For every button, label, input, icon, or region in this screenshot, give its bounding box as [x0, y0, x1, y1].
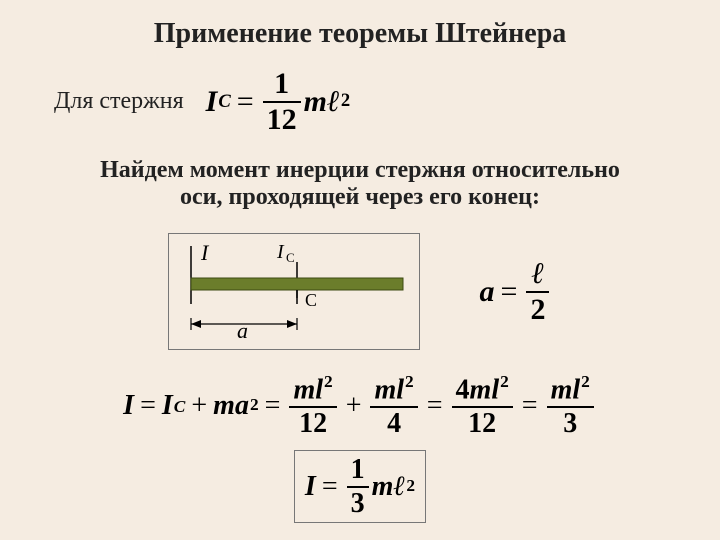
- diagram-label-C: C: [305, 290, 317, 310]
- frac-1-12: 1 12: [263, 68, 301, 135]
- slide-page: Применение теоремы Штейнера Для стержня …: [0, 0, 720, 540]
- d12: 12: [295, 409, 331, 438]
- n-4ml2: 4ml2: [452, 374, 513, 405]
- sym-m: m: [304, 85, 327, 119]
- frac-ml2-4: ml2 4: [370, 374, 417, 438]
- diagram-label-IC-C: C: [286, 250, 295, 265]
- final-result-row: I = 1 3 mℓ2: [28, 450, 692, 523]
- op-eq-a: =: [501, 275, 518, 309]
- sym-ell: ℓ: [327, 85, 340, 119]
- n-ml2-c: ml2: [547, 374, 594, 405]
- nm2: m: [374, 374, 396, 405]
- c-plus2: +: [346, 390, 362, 422]
- f-I: I: [305, 471, 316, 503]
- d4: 4: [383, 409, 405, 438]
- sym-a: a: [480, 275, 495, 309]
- ns4: 2: [581, 372, 590, 391]
- c-a-sq: 2: [250, 395, 259, 415]
- page-title: Применение теоремы Штейнера: [28, 18, 692, 50]
- c-a: a: [235, 390, 249, 422]
- ns2: 2: [405, 372, 414, 391]
- nl2: l: [396, 374, 404, 405]
- nl1: l: [315, 374, 323, 405]
- diagram-label-IC-I: I: [276, 241, 285, 263]
- desc-line-1: Найдем момент инерции стержня относитель…: [100, 157, 620, 183]
- frac-ml2-12: ml2 12: [289, 374, 336, 438]
- num-ell: ℓ: [528, 258, 549, 290]
- num-1: 1: [270, 68, 293, 100]
- c-I1: I: [123, 390, 134, 422]
- den-2: 2: [526, 294, 549, 326]
- subtitle-text: Для стержня: [54, 88, 184, 115]
- c-eq2: =: [265, 390, 281, 422]
- c-eq3: =: [427, 390, 443, 422]
- f-m: m: [372, 471, 394, 503]
- f-num: 1: [347, 455, 369, 484]
- f-sq: 2: [406, 476, 415, 496]
- n-ml2-b: ml2: [370, 374, 417, 405]
- n4: 4: [456, 374, 470, 405]
- chain-math: I = IC + ma2 = ml2 12 + ml2 4 = 4ml2 12: [123, 374, 597, 438]
- nm3: m: [470, 374, 492, 405]
- description: Найдем момент инерции стержня относитель…: [28, 157, 692, 211]
- c-m1: m: [213, 390, 235, 422]
- derivation-chain: I = IC + ma2 = ml2 12 + ml2 4 = 4ml2 12: [28, 374, 692, 438]
- ns3: 2: [500, 372, 509, 391]
- op-eq: =: [237, 85, 254, 119]
- n-ml2-a: ml2: [289, 374, 336, 405]
- c-plus1: +: [191, 390, 207, 422]
- nl3: l: [491, 374, 499, 405]
- sup-2: 2: [341, 90, 350, 112]
- c-IC-I: I: [162, 390, 173, 422]
- c-eq1: =: [140, 390, 156, 422]
- desc-line-2: оси, проходящей через его конец:: [180, 184, 540, 210]
- diagram-label-a: a: [237, 318, 248, 340]
- d12b: 12: [464, 409, 500, 438]
- frac-4ml2-12: 4ml2 12: [452, 374, 513, 438]
- f-eq: =: [322, 471, 338, 503]
- diagram-label-I: I: [200, 240, 210, 265]
- c-eq4: =: [522, 390, 538, 422]
- frac-ml2-3: ml2 3: [547, 374, 594, 438]
- final-formula: I = 1 3 mℓ2: [305, 455, 415, 518]
- nm1: m: [293, 374, 315, 405]
- final-box: I = 1 3 mℓ2: [294, 450, 426, 523]
- f-ell: ℓ: [393, 471, 405, 503]
- sym-C-sub: C: [218, 91, 230, 113]
- frac-1-3: 1 3: [347, 455, 369, 518]
- d3: 3: [559, 409, 581, 438]
- rod-svg: I I C C a: [179, 240, 409, 340]
- ns1: 2: [324, 372, 333, 391]
- nl4: l: [572, 374, 580, 405]
- f-den: 3: [347, 489, 369, 518]
- frac-ell-2: ℓ 2: [526, 258, 549, 325]
- sym-I: I: [206, 85, 218, 119]
- diagram-row: I I C C a a = ℓ 2: [28, 233, 692, 350]
- formula-a: a = ℓ 2: [480, 258, 553, 325]
- formula-ic: IC = 1 12 mℓ2: [206, 68, 350, 135]
- c-IC-C: C: [174, 397, 186, 417]
- nm4: m: [551, 374, 573, 405]
- den-12: 12: [263, 104, 301, 136]
- subtitle-row: Для стержня IC = 1 12 mℓ2: [54, 68, 692, 135]
- rod-diagram: I I C C a: [168, 233, 420, 350]
